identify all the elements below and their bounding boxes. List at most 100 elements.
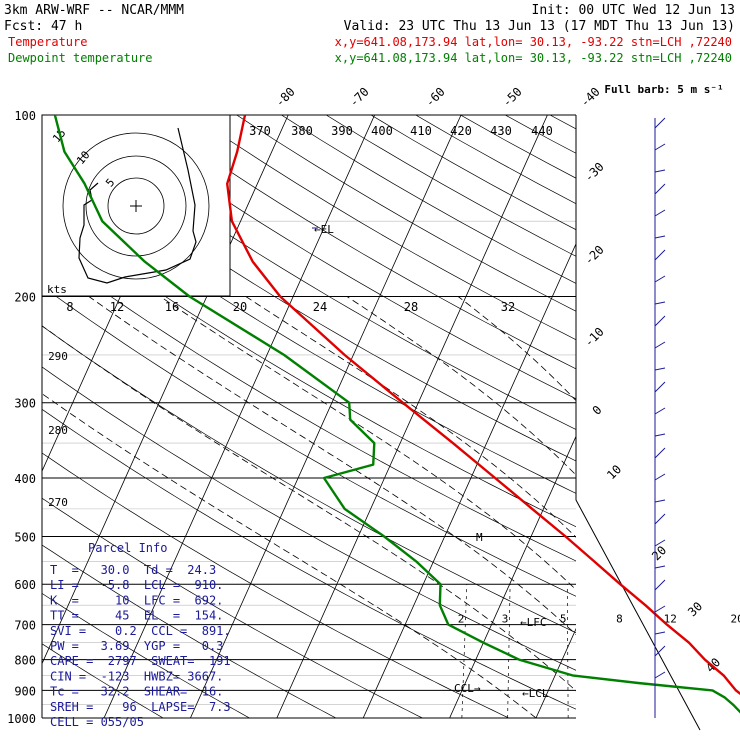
isotherm-label: -10: [582, 325, 607, 350]
wind-barb: [655, 448, 665, 458]
dry-adiabat: [595, 115, 740, 718]
wind-barb: [655, 144, 665, 150]
m-label: M: [476, 531, 483, 544]
isobar-label: 700: [14, 619, 36, 633]
isotherm-line: [450, 115, 721, 718]
parcel-info-row: SREH = 96 LAPSE= 7.3: [50, 700, 231, 714]
header-valid: Valid: 23 UTC Thu 13 Jun 13 (17 MDT Thu …: [344, 19, 735, 34]
isobar-label: 1000: [7, 712, 36, 726]
wind-barb: [655, 646, 665, 656]
speed-axis-label: 16: [165, 300, 179, 314]
legend-dewpoint: Dewpoint temperature: [8, 51, 153, 65]
theta-label: 290: [48, 350, 68, 363]
dry-adiabat: [416, 115, 740, 718]
isobar-label: 300: [14, 397, 36, 411]
isotherm-label: -70: [347, 85, 372, 110]
barb-legend: Full barb: 5 m s⁻¹: [604, 83, 723, 96]
theta-label: 440: [531, 124, 553, 138]
mixing-ratio-label: 20: [730, 613, 740, 626]
lfc-label: ←LFC: [520, 616, 547, 629]
mixing-ratio-line: [672, 584, 679, 718]
parcel-info-row: TT = 45 EL = 154.: [50, 609, 223, 623]
wind-barb: [655, 434, 665, 436]
mixing-ratio-line: [567, 584, 568, 718]
speed-axis-label: 24: [313, 300, 327, 314]
dry-adiabat: [147, 115, 740, 718]
wind-barb: [655, 118, 665, 128]
wind-barb: [655, 474, 665, 480]
mixing-ratio-label: 3: [502, 613, 509, 626]
wind-barb: [655, 184, 665, 194]
wind-barb: [655, 580, 665, 590]
wind-barb: [655, 514, 665, 524]
theta-label: 270: [48, 496, 68, 509]
isotherm-label: -30: [582, 160, 607, 185]
wind-barb: [655, 632, 665, 634]
wind-barb: [655, 566, 665, 568]
isotherm-line: [277, 115, 548, 718]
hodograph-units: kts: [47, 283, 67, 296]
legend-temperature: Temperature: [8, 35, 87, 49]
theta-label: 430: [490, 124, 512, 138]
theta-label: 410: [410, 124, 432, 138]
wind-barb: [655, 170, 665, 172]
speed-axis-label: 28: [404, 300, 418, 314]
wind-barb: [655, 672, 665, 678]
isotherm-label: 10: [604, 462, 624, 482]
legend-dewpoint-info: x,y=641.08,173.94 lat,lon= 30.13, -93.22…: [335, 51, 732, 65]
speed-axis-label: 20: [233, 300, 247, 314]
dry-adiabat: [371, 115, 740, 718]
wind-barb: [655, 368, 665, 370]
isotherm-label: -60: [423, 85, 448, 110]
speed-axis-label: 32: [501, 300, 515, 314]
wind-barb: [655, 210, 665, 216]
isotherm-line: [363, 115, 634, 718]
moist-adiabat: [458, 297, 740, 719]
moist-adiabat: [246, 297, 726, 719]
isobar-label: 900: [14, 684, 36, 698]
wind-barb: [655, 606, 665, 612]
wind-barb: [655, 382, 665, 392]
mixing-ratio-line: [462, 584, 467, 718]
parcel-info-row: K = 10 LFC = 692.: [50, 593, 223, 607]
wind-barb: [655, 276, 665, 282]
isobar-label: 500: [14, 530, 36, 544]
parcel-info-row: CIN = -123 HWBZ= 3667.: [50, 669, 223, 683]
isotherm-label: -20: [582, 243, 607, 268]
parcel-info-row: T = 30.0 Td = 24.3: [50, 563, 216, 577]
wind-barb: [655, 302, 665, 304]
isobar-label: 600: [14, 578, 36, 592]
header-title: 3km ARW-WRF -- NCAR/MMM: [4, 3, 184, 18]
isotherm-label: -50: [500, 85, 525, 110]
isobar-label: 100: [14, 109, 36, 123]
parcel-info-row: SVI = 0.2 CCL = 891.: [50, 624, 231, 638]
isobar-label: 800: [14, 654, 36, 668]
parcel-info-row: CELL = 055/05: [50, 715, 144, 729]
wind-barb: [655, 236, 665, 238]
parcel-info-row: PW = 3.69 YGP = 0.3: [50, 639, 223, 653]
wind-barbs: [655, 118, 665, 718]
wind-barb: [655, 342, 665, 348]
isotherm-label: -80: [273, 85, 298, 110]
isotherm-line: [622, 115, 740, 718]
theta-label: 390: [331, 124, 353, 138]
mixing-ratio-label: 5: [560, 613, 567, 626]
parcel-info-row: LI = -5.8 LCL = 910.: [50, 578, 223, 592]
theta-label: 400: [371, 124, 393, 138]
dry-adiabat: [192, 115, 740, 718]
speed-axis-label: 12: [110, 300, 124, 314]
ccl-label: CCL→: [454, 682, 481, 695]
header-init: Init: 00 UTC Wed 12 Jun 13: [532, 3, 736, 18]
parcel-info-title: Parcel Info: [88, 541, 167, 555]
mixing-ratio-label: 8: [616, 613, 623, 626]
moist-adiabat: [160, 297, 691, 719]
mixing-ratio-line: [623, 584, 627, 718]
header-forecast: Fcst: 47 h: [4, 19, 82, 34]
legend-temperature-info: x,y=641.08,173.94 lat,lon= 30.13, -93.22…: [335, 35, 732, 49]
isotherm-line: [536, 115, 740, 718]
theta-label: 420: [450, 124, 472, 138]
parcel-info-row: Tc = 32.2 SHEAR= 16.: [50, 685, 223, 699]
